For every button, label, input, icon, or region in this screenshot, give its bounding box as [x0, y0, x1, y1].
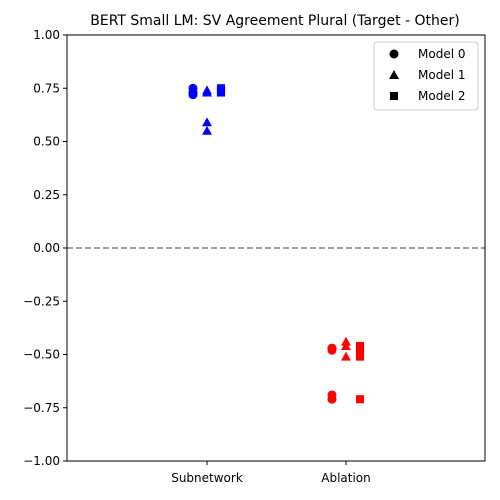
- y-tick-label: −1.00: [23, 454, 60, 468]
- legend-label: Model 0: [418, 47, 465, 61]
- data-point: [356, 395, 364, 403]
- legend-label: Model 2: [418, 89, 465, 103]
- legend-label: Model 1: [418, 68, 465, 82]
- legend-marker: [390, 50, 399, 59]
- y-tick-label: −0.25: [23, 294, 60, 308]
- x-tick-label: Ablation: [321, 471, 371, 485]
- chart-title: BERT Small LM: SV Agreement Plural (Targ…: [90, 13, 459, 29]
- data-point: [217, 88, 225, 96]
- data-point: [328, 395, 337, 404]
- data-point: [341, 352, 351, 361]
- y-tick-label: 0.25: [33, 188, 60, 202]
- x-tick-label: Subnetwork: [171, 471, 243, 485]
- data-point: [328, 346, 337, 355]
- data-point: [202, 126, 212, 135]
- y-tick-label: −0.75: [23, 401, 60, 415]
- y-tick-label: 0.75: [33, 81, 60, 95]
- data-point: [189, 90, 198, 99]
- y-tick-label: 1.00: [33, 28, 60, 42]
- data-point: [202, 117, 212, 126]
- data-point: [356, 353, 364, 361]
- legend-marker: [390, 92, 398, 100]
- legend: Model 0 Model 1 Model 2: [374, 42, 478, 110]
- y-tick-label: 0.00: [33, 241, 60, 255]
- y-tick-label: −0.50: [23, 348, 60, 362]
- y-tick-label: 0.50: [33, 135, 60, 149]
